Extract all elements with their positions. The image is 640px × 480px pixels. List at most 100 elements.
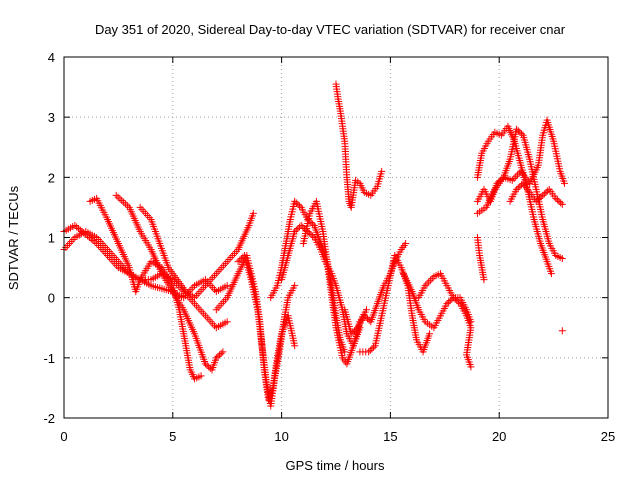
data-point xyxy=(212,354,220,362)
data-point xyxy=(82,230,90,238)
data-point xyxy=(510,175,518,183)
data-point xyxy=(85,234,93,241)
data-point xyxy=(558,327,566,335)
data-point xyxy=(292,226,300,234)
y-tick-label: 2 xyxy=(48,170,55,185)
data-point xyxy=(557,199,565,207)
data-point xyxy=(423,280,431,288)
data-point xyxy=(513,185,521,193)
data-point xyxy=(558,255,566,263)
data-point xyxy=(421,282,429,290)
series-track-21 xyxy=(558,327,566,335)
series-track-5 xyxy=(136,203,257,302)
data-point xyxy=(347,330,355,338)
data-point xyxy=(350,327,358,335)
x-tick-label: 10 xyxy=(274,429,288,444)
data-point xyxy=(537,193,545,201)
data-point xyxy=(426,330,434,338)
data-point xyxy=(249,209,257,217)
data-point xyxy=(237,255,245,263)
data-point xyxy=(75,224,83,232)
data-point xyxy=(80,229,88,237)
data-point xyxy=(553,196,561,204)
data-point xyxy=(555,197,563,205)
data-point xyxy=(540,190,548,198)
data-point xyxy=(201,360,209,368)
data-point xyxy=(294,224,302,232)
data-point xyxy=(544,187,552,195)
data-point xyxy=(513,171,521,179)
data-point xyxy=(454,298,462,306)
data-point xyxy=(518,130,526,138)
data-point xyxy=(71,221,79,229)
data-point xyxy=(560,179,568,187)
data-point xyxy=(291,197,299,205)
data-point xyxy=(309,220,317,228)
data-point xyxy=(91,238,99,246)
data-point xyxy=(219,348,227,356)
data-point xyxy=(453,297,461,305)
y-tick-label: -1 xyxy=(43,351,55,366)
data-point xyxy=(120,198,128,206)
data-point xyxy=(309,232,317,240)
data-point xyxy=(216,351,224,359)
data-point xyxy=(539,191,547,199)
data-point xyxy=(291,227,299,235)
x-tick-label: 0 xyxy=(60,429,67,444)
data-point xyxy=(512,173,520,181)
series-track-7 xyxy=(234,252,299,410)
data-point xyxy=(122,200,130,208)
data-point xyxy=(508,176,516,184)
data-point xyxy=(547,270,555,278)
series-track-20 xyxy=(506,179,566,208)
series-track-18 xyxy=(473,125,566,263)
data-point xyxy=(532,197,540,205)
data-point xyxy=(552,194,560,202)
data-point xyxy=(365,348,373,356)
data-point xyxy=(542,188,550,196)
x-axis-label: GPS time / hours xyxy=(286,458,385,473)
data-point xyxy=(112,191,120,199)
data-point xyxy=(402,240,410,248)
data-point xyxy=(467,363,475,371)
series-track-11 xyxy=(332,80,386,211)
data-point xyxy=(362,306,370,314)
data-point xyxy=(87,235,95,243)
data-point xyxy=(84,232,92,240)
data-point xyxy=(516,128,524,136)
data-point xyxy=(446,297,454,305)
data-point xyxy=(513,125,521,133)
data-point xyxy=(307,230,315,238)
chart-title: Day 351 of 2020, Sidereal Day-to-day VTE… xyxy=(95,22,566,37)
data-point xyxy=(291,342,299,350)
data-point xyxy=(203,361,211,369)
data-point xyxy=(296,202,304,210)
data-point xyxy=(352,325,360,333)
series-track-4 xyxy=(112,191,227,374)
y-tick-label: 1 xyxy=(48,231,55,246)
data-point xyxy=(299,223,307,231)
series-track-3 xyxy=(86,194,205,383)
data-point xyxy=(197,372,205,380)
data-point xyxy=(292,199,300,207)
data-point xyxy=(368,345,376,353)
data-point xyxy=(370,343,378,351)
data-point xyxy=(360,312,368,320)
data-point xyxy=(450,294,458,302)
series-track-19 xyxy=(473,116,568,217)
data-point xyxy=(114,193,122,201)
data-point xyxy=(297,221,305,229)
data-point xyxy=(78,227,86,235)
data-point xyxy=(366,346,374,354)
data-point xyxy=(534,196,542,204)
data-point xyxy=(426,276,434,284)
data-point xyxy=(234,258,242,266)
y-tick-label: 0 xyxy=(48,291,55,306)
data-point xyxy=(451,295,459,303)
data-point xyxy=(291,282,299,290)
data-point xyxy=(205,363,213,371)
data-point xyxy=(514,127,522,135)
data-point xyxy=(116,195,124,203)
axis-ticks: 0 5 10 15 20 25 -2 -1 0 1 2 3 4 xyxy=(43,50,615,444)
y-tick-label: -2 xyxy=(43,411,55,426)
